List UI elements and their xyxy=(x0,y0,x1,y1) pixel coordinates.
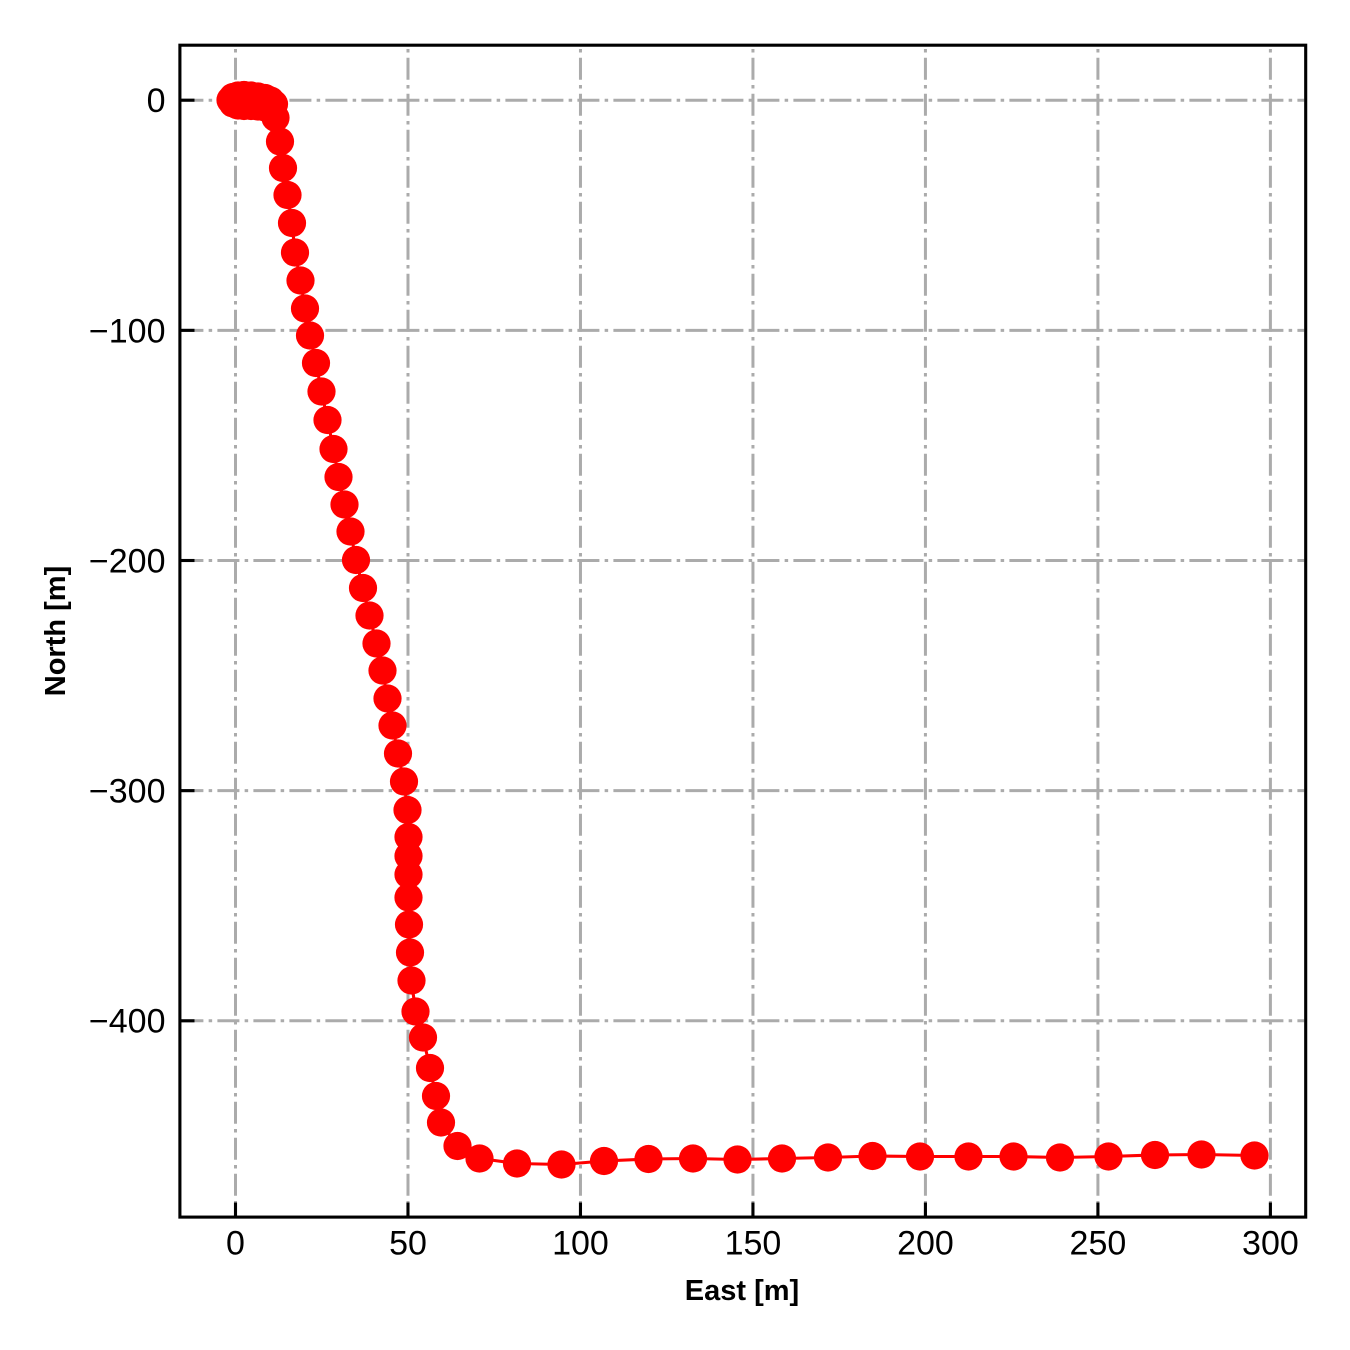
svg-text:North [m]: North [m] xyxy=(40,566,72,696)
svg-text:300: 300 xyxy=(1242,1225,1299,1263)
svg-text:150: 150 xyxy=(725,1225,782,1263)
svg-text:East [m]: East [m] xyxy=(685,1275,799,1307)
svg-text:−300: −300 xyxy=(89,773,166,811)
svg-text:100: 100 xyxy=(552,1225,609,1263)
svg-text:250: 250 xyxy=(1070,1225,1127,1263)
svg-text:−200: −200 xyxy=(89,542,166,580)
svg-text:200: 200 xyxy=(897,1225,954,1263)
svg-text:−100: −100 xyxy=(89,312,166,350)
svg-text:0: 0 xyxy=(147,82,166,120)
svg-text:−400: −400 xyxy=(89,1003,166,1041)
svg-text:0: 0 xyxy=(226,1225,245,1263)
svg-text:50: 50 xyxy=(389,1225,427,1263)
